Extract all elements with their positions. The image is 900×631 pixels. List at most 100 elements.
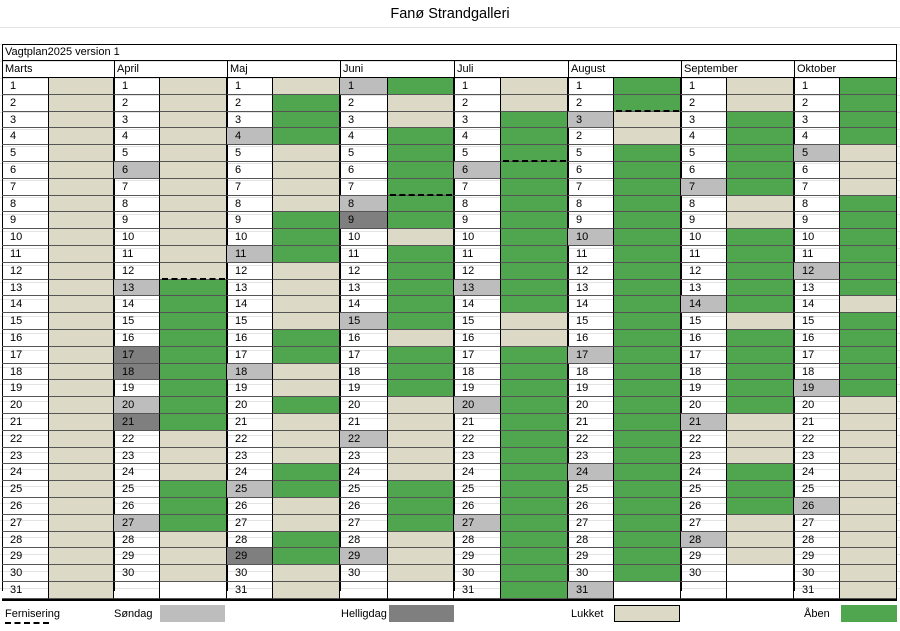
day-status xyxy=(388,481,454,498)
day-status xyxy=(727,212,794,230)
day-number: 13 xyxy=(794,279,840,297)
day-number: 29 xyxy=(340,548,388,566)
day-number: 13 xyxy=(114,279,160,297)
day-number: 11 xyxy=(114,246,160,263)
day-status xyxy=(160,481,227,498)
day-number: 26 xyxy=(568,498,614,515)
day-status xyxy=(501,229,568,246)
day-status xyxy=(49,178,114,196)
day-status xyxy=(160,78,227,95)
day-number: 19 xyxy=(568,380,614,398)
day-status xyxy=(388,380,454,398)
month-header: Marts xyxy=(2,61,114,78)
day-number: 8 xyxy=(2,195,49,213)
day-number: 15 xyxy=(227,313,273,330)
day-number: 20 xyxy=(454,397,501,414)
day-number: 22 xyxy=(568,430,614,448)
day-status xyxy=(614,279,681,297)
day-number: 31 xyxy=(454,582,501,599)
day-number: 16 xyxy=(340,330,388,347)
day-status xyxy=(614,162,681,179)
day-status xyxy=(727,498,794,515)
day-number: 9 xyxy=(2,212,49,230)
day-status xyxy=(840,145,897,162)
day-status xyxy=(614,397,681,414)
day-status xyxy=(501,246,568,263)
day-number: 13 xyxy=(681,279,727,297)
day-number: 4 xyxy=(794,128,840,146)
day-status xyxy=(49,514,114,532)
day-number: 31 xyxy=(568,582,614,599)
day-status xyxy=(840,128,897,146)
day-number: 11 xyxy=(681,246,727,263)
day-status xyxy=(388,548,454,566)
day-number: 16 xyxy=(2,330,49,347)
day-number: 6 xyxy=(340,162,388,179)
day-number: 5 xyxy=(340,145,388,162)
day-number: 28 xyxy=(2,531,49,549)
day-status xyxy=(273,330,340,347)
day-status xyxy=(501,346,568,364)
day-status xyxy=(614,178,681,196)
day-status xyxy=(501,397,568,414)
day-number: 14 xyxy=(227,296,273,314)
day-number: 13 xyxy=(340,279,388,297)
day-status xyxy=(727,94,794,112)
day-status xyxy=(501,78,568,95)
day-number: 19 xyxy=(681,380,727,398)
day-number: 27 xyxy=(794,514,840,532)
day-number: 5 xyxy=(681,145,727,162)
day-number: 27 xyxy=(454,514,501,532)
day-status xyxy=(273,313,340,330)
day-number: 10 xyxy=(227,229,273,246)
day-status xyxy=(501,313,568,330)
day-number: 11 xyxy=(227,246,273,263)
day-status xyxy=(727,162,794,179)
page-title: Fanø Strandgalleri xyxy=(390,6,510,22)
day-number: 10 xyxy=(681,229,727,246)
day-status xyxy=(614,330,681,347)
day-number: 8 xyxy=(681,195,727,213)
day-number: 29 xyxy=(794,548,840,566)
day-number: 21 xyxy=(681,414,727,431)
month-border xyxy=(114,61,115,591)
gridline xyxy=(0,61,900,62)
day-status xyxy=(614,346,681,364)
day-number: 23 xyxy=(340,447,388,465)
day-status xyxy=(501,111,568,129)
day-number: 25 xyxy=(454,481,501,498)
day-status xyxy=(273,582,340,599)
day-status xyxy=(501,94,568,112)
day-number: 27 xyxy=(2,514,49,532)
day-status xyxy=(273,380,340,398)
day-status xyxy=(388,430,454,448)
day-status xyxy=(49,430,114,448)
day-number: 6 xyxy=(568,162,614,179)
day-number: 1 xyxy=(454,78,501,95)
day-status xyxy=(388,195,454,213)
day-status xyxy=(49,229,114,246)
day-status xyxy=(49,363,114,381)
day-status xyxy=(388,279,454,297)
day-status xyxy=(727,464,794,482)
day-number: 1 xyxy=(794,78,840,95)
day-status xyxy=(49,548,114,566)
day-number: 29 xyxy=(227,548,273,566)
month-header: Juni xyxy=(340,61,454,78)
day-number: 23 xyxy=(794,447,840,465)
day-number: 15 xyxy=(681,313,727,330)
day-status xyxy=(160,195,227,213)
day-status xyxy=(273,481,340,498)
day-number: 15 xyxy=(568,313,614,330)
day-status xyxy=(273,195,340,213)
day-status xyxy=(501,296,568,314)
day-number: 9 xyxy=(681,212,727,230)
day-number: 21 xyxy=(794,414,840,431)
legend-sondag-swatch xyxy=(160,605,225,622)
day-number: 2 xyxy=(681,94,727,112)
day-status xyxy=(160,430,227,448)
day-status xyxy=(49,195,114,213)
day-number: 18 xyxy=(568,363,614,381)
day-number: 10 xyxy=(2,229,49,246)
day-number: 13 xyxy=(227,279,273,297)
